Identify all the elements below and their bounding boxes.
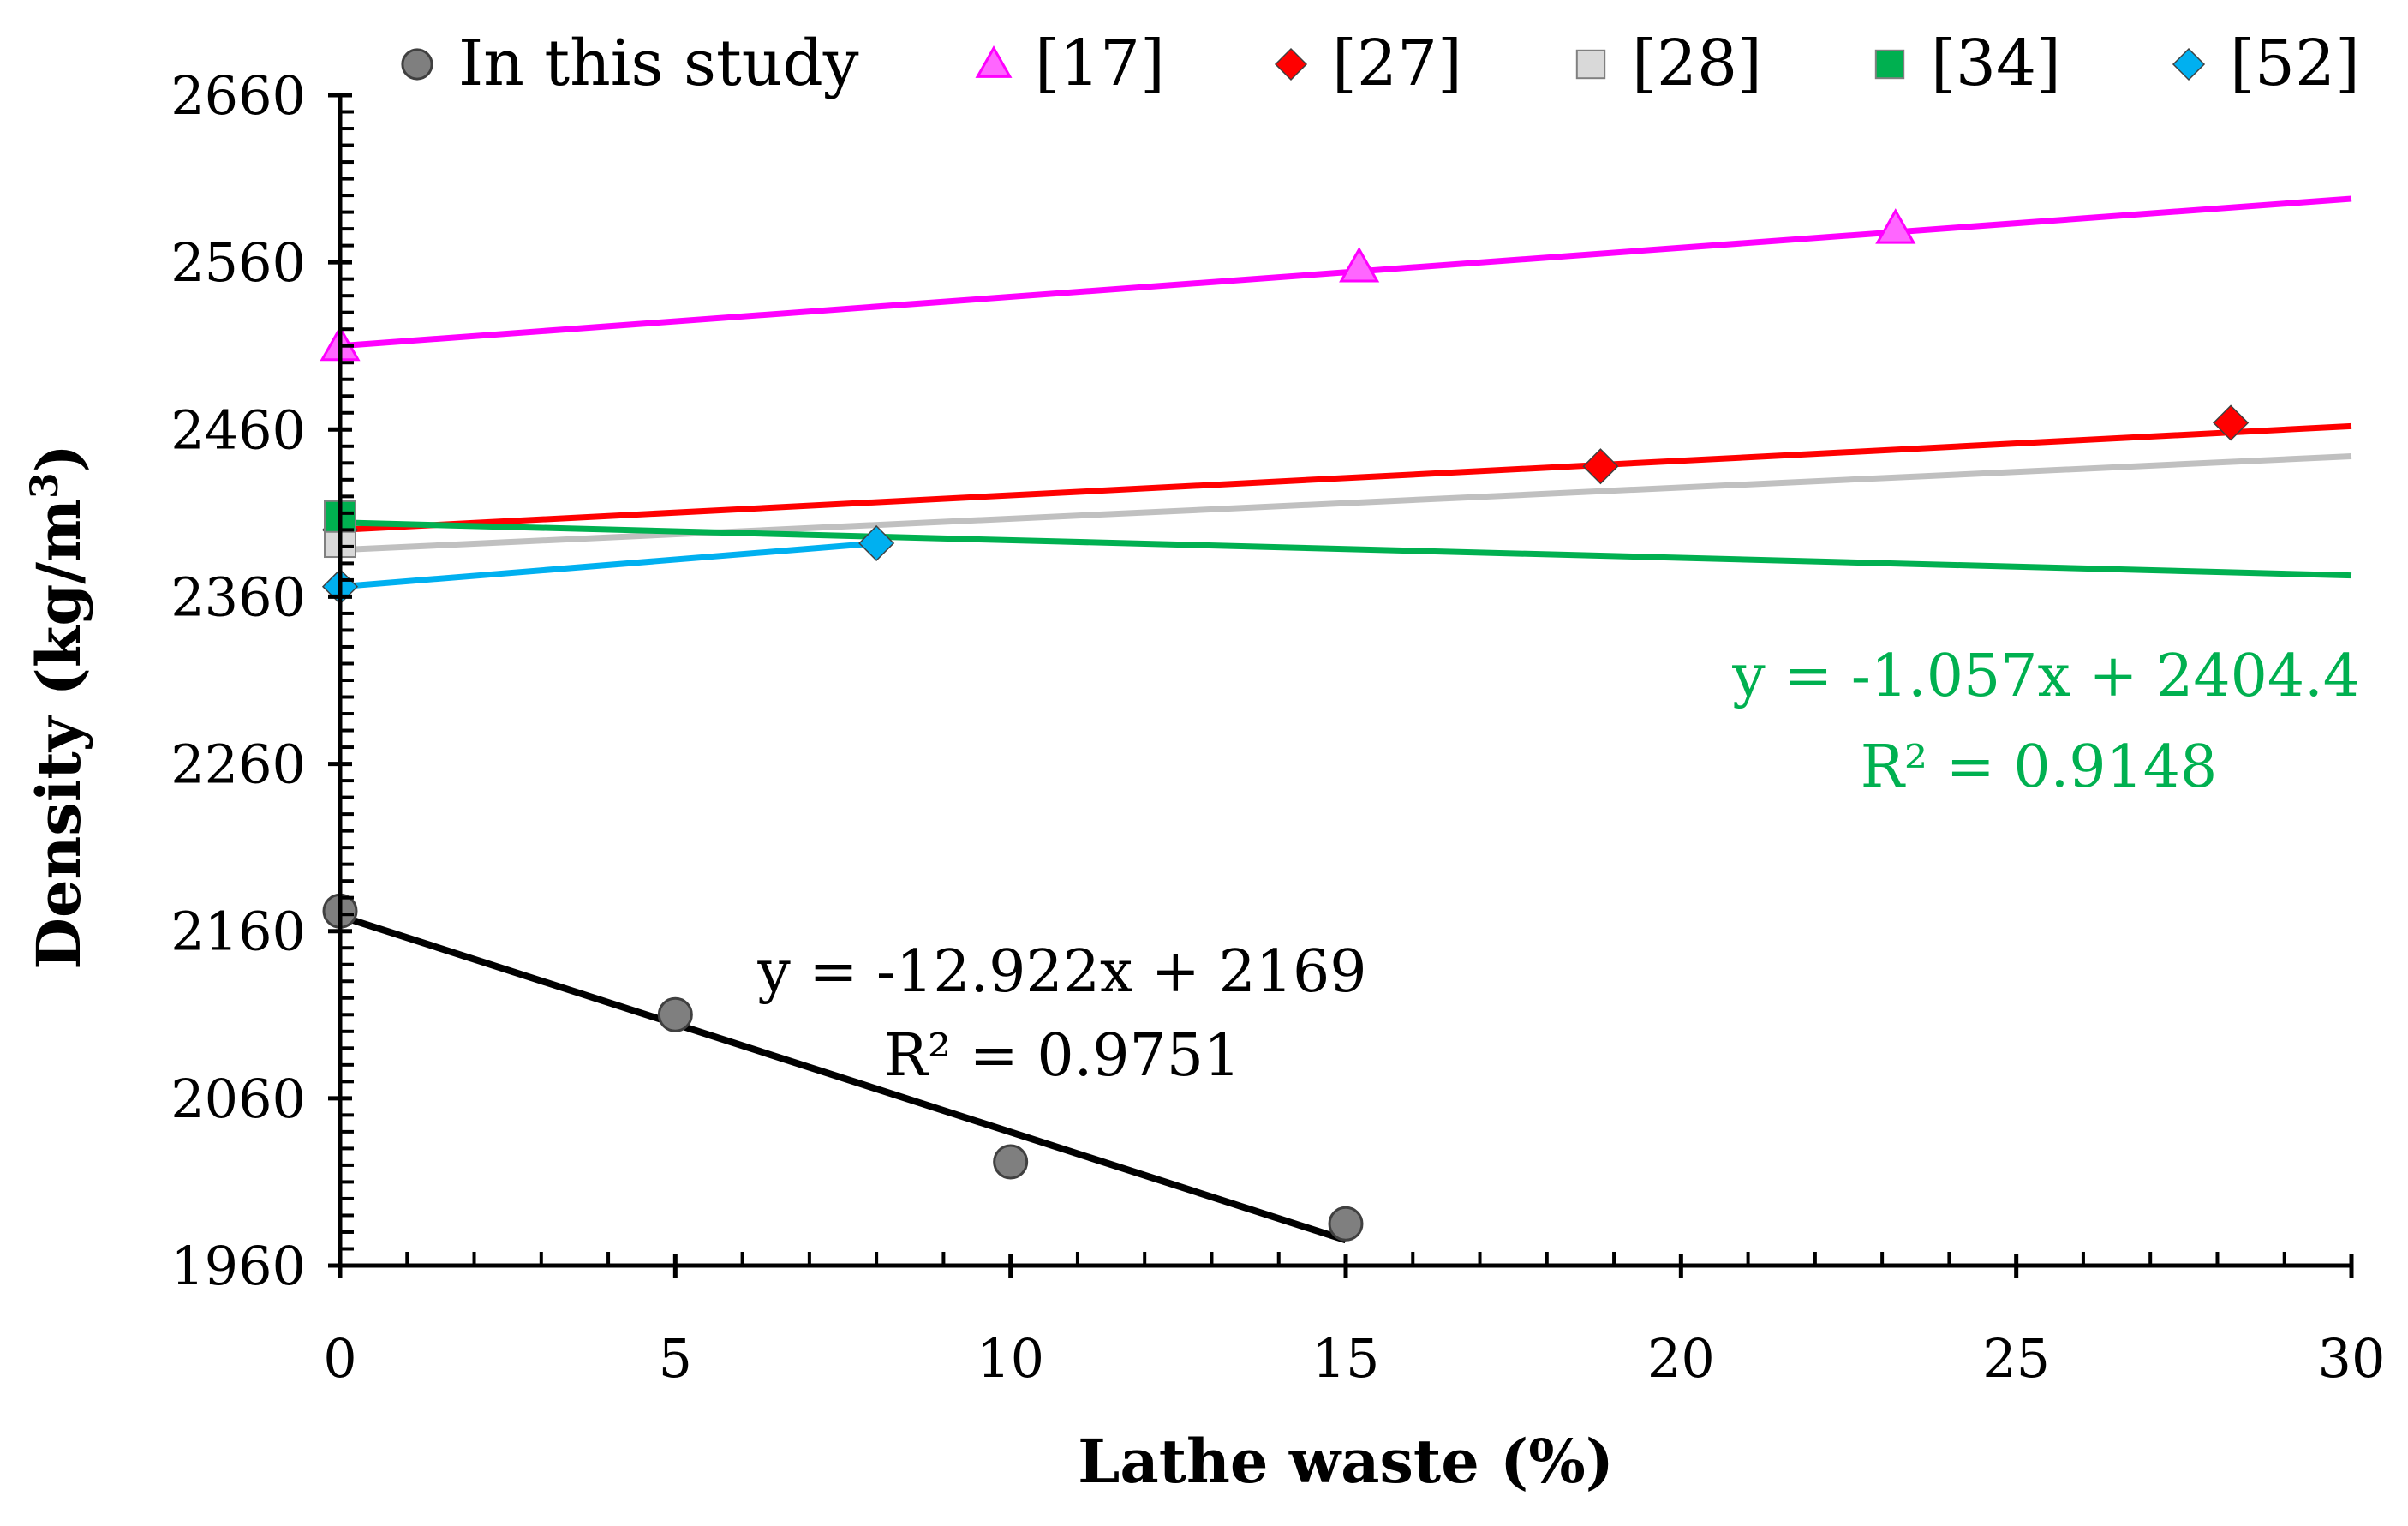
y-tick-label: 2360 xyxy=(170,566,306,628)
data-point-series-0 xyxy=(993,1144,1029,1180)
ticks: 1960 2060 2160 2260 2360 2460 2560 2660 0 5 10 15 20… xyxy=(170,64,2385,1390)
x-tick-label: 30 xyxy=(2318,1327,2386,1390)
legend-label-4: [34] xyxy=(1931,27,2061,100)
x-axis-title: Lathe waste (%) xyxy=(1078,1426,1614,1497)
eq-study-line2: R² = 0.9751 xyxy=(884,1022,1241,1090)
legend-marker-4 xyxy=(1874,49,1905,80)
eq-34-line1: y = -1.057x + 2404.4 xyxy=(1731,643,2360,710)
y-tick-label: 2460 xyxy=(170,398,306,461)
trend-lines xyxy=(338,195,2352,1244)
legend-label-3: [28] xyxy=(1632,27,1762,100)
y-axis-title-close: ) xyxy=(23,444,94,472)
data-point-series-1 xyxy=(1339,246,1380,283)
y-tick-label: 2260 xyxy=(170,733,306,796)
legend-marker-3 xyxy=(1575,49,1606,80)
y-tick-label: 2660 xyxy=(170,64,306,127)
y-axis-title-main: Density (kg/m xyxy=(23,499,94,970)
y-tick-label: 2060 xyxy=(170,1068,306,1130)
data-point-series-0 xyxy=(1328,1206,1364,1242)
data-point-series-1 xyxy=(1875,208,1916,244)
x-tick-label: 0 xyxy=(323,1327,356,1390)
legend-label-1: [17] xyxy=(1035,27,1165,100)
y-tick-label: 1960 xyxy=(170,1235,306,1297)
data-point-series-5 xyxy=(858,524,895,562)
data-point-series-0 xyxy=(657,996,693,1032)
x-tick-label: 20 xyxy=(1647,1327,1715,1390)
x-tick-label: 25 xyxy=(1982,1327,2050,1390)
trend-line-3 xyxy=(339,453,2352,554)
y-axis-title: Density (kg/m3) xyxy=(23,444,94,969)
x-tick-label: 5 xyxy=(659,1327,692,1390)
trend-line-5 xyxy=(339,540,877,590)
legend-marker-0 xyxy=(401,48,433,81)
legend-label-2: [27] xyxy=(1332,27,1462,100)
y-axis-title-sup: 3 xyxy=(23,472,67,499)
eq-study-line1: y = -12.922x + 2169 xyxy=(756,938,1366,1006)
trend-line-2 xyxy=(339,422,2352,533)
x-tick-label: 10 xyxy=(977,1327,1044,1390)
legend-label-5: [52] xyxy=(2230,27,2360,100)
trend-line-0 xyxy=(338,913,1347,1244)
data-point-series-2 xyxy=(2213,404,2250,441)
data-points xyxy=(320,208,2250,1242)
y-tick-label: 2160 xyxy=(170,901,306,963)
y-tick-label: 2560 xyxy=(170,231,306,294)
trend-line-4 xyxy=(339,519,2352,579)
legend-marker-2 xyxy=(1274,47,1308,81)
legend-marker-1 xyxy=(975,45,1013,78)
legend-marker-5 xyxy=(2172,47,2206,81)
data-point-series-2 xyxy=(1582,448,1619,485)
eq-34-line2: R² = 0.9148 xyxy=(1861,733,2218,801)
legend-label-0: In this study xyxy=(458,27,859,100)
legend: In this study [17] [27] [28] [34] [52] xyxy=(401,27,2360,100)
x-tick-label: 15 xyxy=(1312,1327,1380,1390)
